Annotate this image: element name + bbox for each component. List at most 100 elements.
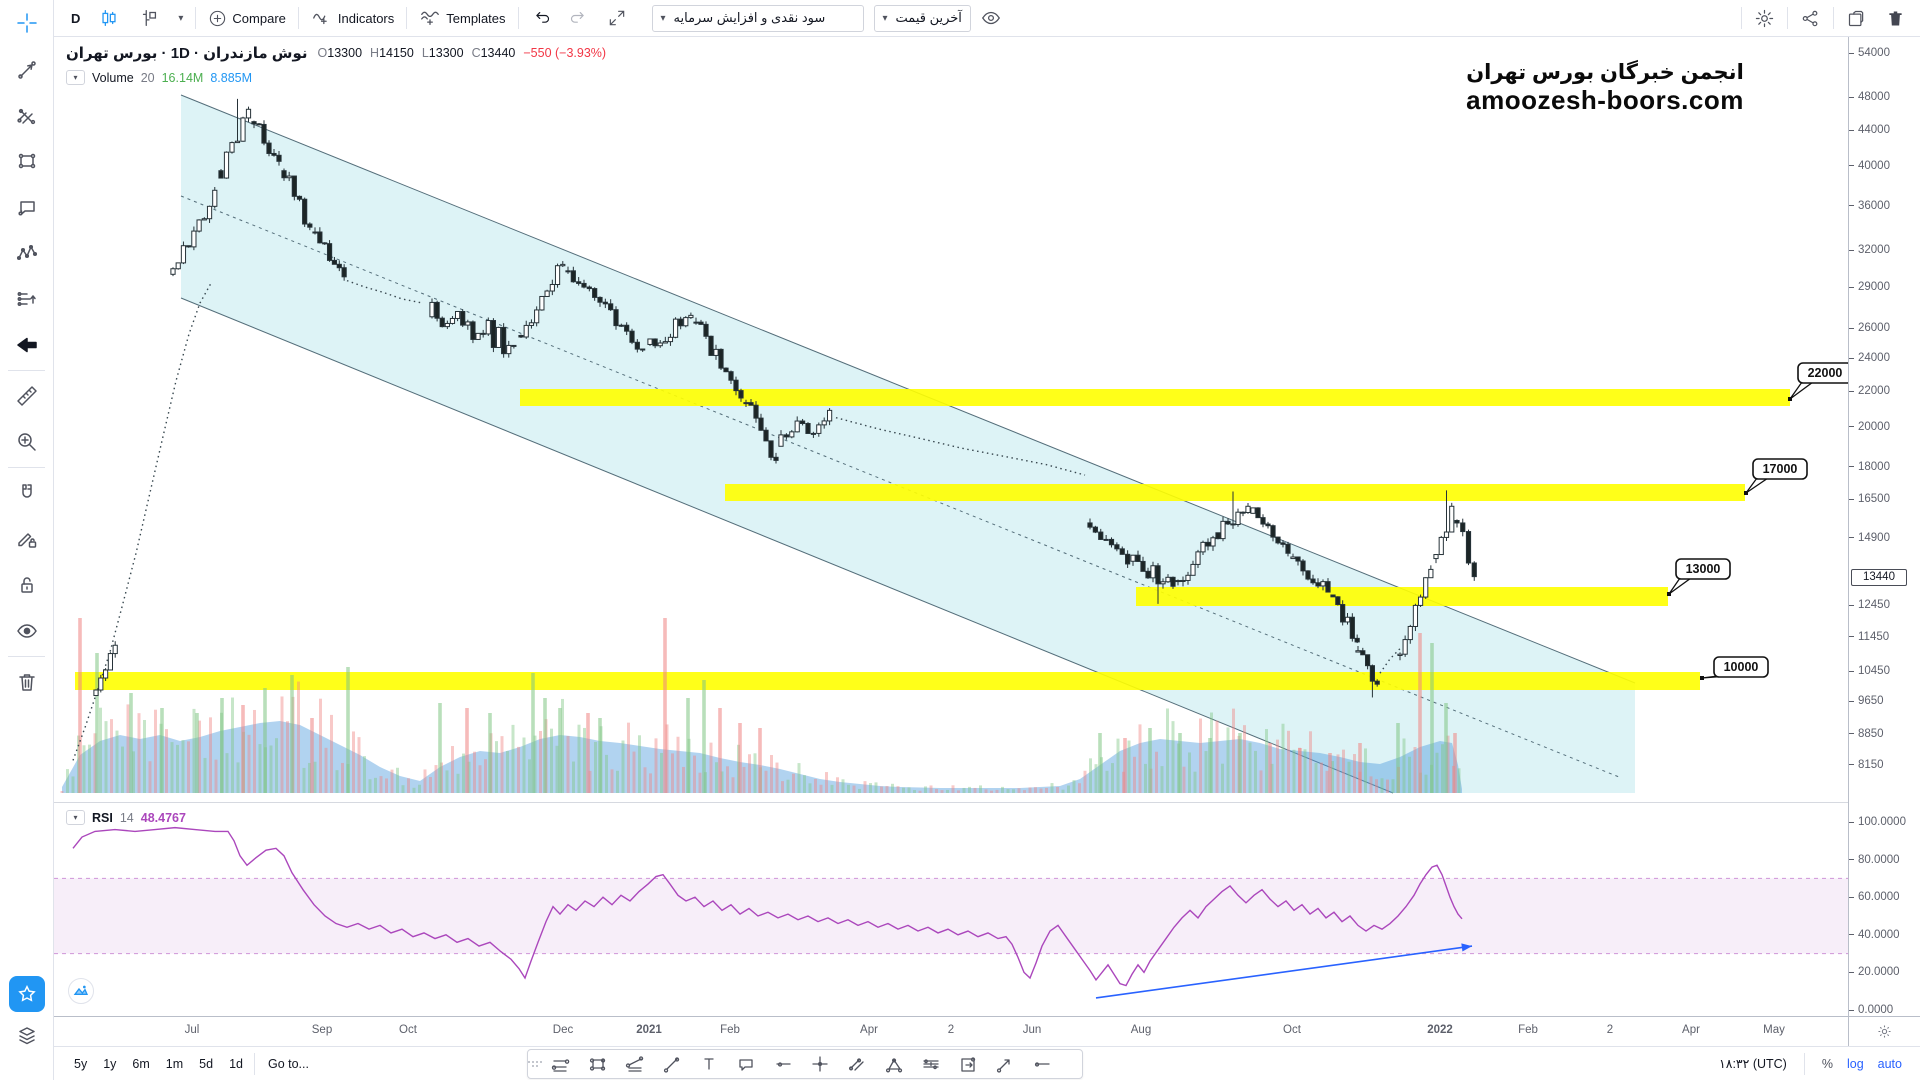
volume-spike	[531, 673, 535, 793]
horizontal-line-tool-button[interactable]	[1023, 1050, 1060, 1078]
delete-button[interactable]	[1876, 4, 1920, 32]
callout-tool-button[interactable]	[727, 1050, 764, 1078]
style-dropdown-chevron[interactable]: ▾	[169, 4, 192, 32]
visibility-eye-button[interactable]	[971, 4, 1011, 32]
disjoint-channel-tool-button[interactable]	[616, 1050, 653, 1078]
time-axis[interactable]: Jul Sep Oct Dec 2021 Feb Apr 2 Jun Aug Oct 2022 Feb 2…	[54, 1016, 1848, 1046]
axis-settings-corner[interactable]	[1848, 1016, 1920, 1046]
interval-button[interactable]: D	[62, 4, 89, 32]
goto-date-button[interactable]: Go to...	[267, 1056, 309, 1071]
volume-spike	[1123, 738, 1127, 793]
low-value: 13300	[428, 46, 464, 60]
trend-arrow-tool-button[interactable]	[0, 46, 54, 92]
percent-scale-button[interactable]: %	[1821, 1056, 1833, 1071]
rsi-tick: 0.0000	[1849, 1003, 1893, 1017]
object-tree-button[interactable]	[0, 1016, 54, 1056]
favorites-star-button[interactable]	[9, 976, 45, 1012]
range-1m-button[interactable]: 1m	[165, 1056, 184, 1071]
volume-spike	[1396, 723, 1400, 793]
auto-scale-button[interactable]: auto	[1877, 1056, 1902, 1071]
candles-style-button[interactable]	[89, 4, 129, 32]
forecast-tool-button[interactable]	[0, 276, 54, 322]
parallel-channel-tool-button[interactable]	[838, 1050, 875, 1078]
lock-all-drawings-button[interactable]	[0, 562, 54, 608]
bar-style-button[interactable]	[129, 4, 169, 32]
triangle-tool-button[interactable]	[875, 1050, 912, 1078]
rsi-legend: ▾ RSI 14 48.4767	[66, 810, 186, 825]
snapshot-button[interactable]	[1837, 4, 1876, 32]
rsi-collapse-button[interactable]: ▾	[66, 810, 85, 825]
hide-all-drawings-button[interactable]	[0, 608, 54, 654]
volume-spike	[686, 698, 690, 793]
toolbar-divider	[8, 370, 45, 371]
price-axis[interactable]: 54000 48000 44000 40000 36000 32000 29000 26000…	[1848, 37, 1920, 1016]
fullscreen-button[interactable]	[598, 4, 636, 32]
time-tick: Feb	[720, 1024, 740, 1036]
clock-utc[interactable]: ۱۸:۳۲ (UTC)	[1719, 1057, 1787, 1071]
price-tick: 26000	[1849, 321, 1890, 335]
provider-logo-icon[interactable]	[68, 978, 94, 1004]
close-value: 13440	[480, 46, 516, 60]
compare-button[interactable]: Compare	[199, 4, 294, 32]
magnet-tool-button[interactable]	[0, 470, 54, 516]
anchored-box-tool-button[interactable]	[949, 1050, 986, 1078]
horizontal-ray-tool-button[interactable]	[764, 1050, 801, 1078]
toolbar-divider	[195, 7, 197, 29]
drag-handle[interactable]	[528, 1061, 542, 1067]
range-5d-button[interactable]: 5d	[199, 1056, 214, 1071]
time-tick: 2021	[636, 1024, 662, 1036]
range-5y-button[interactable]: 5y	[74, 1056, 88, 1071]
symbol-title[interactable]: نوش مازندران · 1D · بورس تهران	[66, 45, 308, 62]
price-pane[interactable]: 22000 17000 13000 10000	[54, 37, 1848, 802]
drawing-mode-lock-button[interactable]	[0, 516, 54, 562]
zoom-in-tool-button[interactable]	[0, 419, 54, 465]
pane-resize-handle[interactable]	[54, 802, 1848, 803]
symbol-legend: نوش مازندران · 1D · بورس تهران O13300 H1…	[66, 44, 606, 62]
arrow-tool-button[interactable]	[986, 1050, 1023, 1078]
measure-tool-button[interactable]	[0, 373, 54, 419]
price-tick: 44000	[1849, 123, 1890, 137]
volume-label: Volume	[92, 70, 134, 85]
indicators-label: Indicators	[337, 10, 395, 26]
rectangle-tool-button[interactable]	[579, 1050, 616, 1078]
crosshair-tool-button[interactable]	[0, 0, 54, 46]
range-1y-button[interactable]: 1y	[103, 1056, 117, 1071]
log-scale-button[interactable]: log	[1846, 1056, 1864, 1071]
trendline-tool-button[interactable]	[653, 1050, 690, 1078]
xabcd-pattern-tool-button[interactable]	[0, 230, 54, 276]
volume-spike	[738, 723, 742, 793]
regression-tool-button[interactable]	[912, 1050, 949, 1078]
adjustments-dropdown[interactable]: ▾ سود نقدی و افزایش سرمایه	[651, 4, 864, 32]
toolbar-right-group	[1738, 4, 1920, 32]
rsi-label: RSI	[92, 810, 113, 825]
pitchfork-tool-button[interactable]	[0, 92, 54, 138]
watermark: انجمن خبرگان بورس تهران amoozesh-boors.c…	[1430, 60, 1780, 116]
range-6m-button[interactable]: 6m	[132, 1056, 150, 1071]
text-tool-button[interactable]	[690, 1050, 727, 1078]
templates-label: Templates	[446, 10, 506, 26]
price-tick: 20000	[1849, 420, 1890, 434]
price-tick: 12450	[1849, 598, 1890, 612]
range-1d-button[interactable]: 1d	[229, 1056, 243, 1071]
applied-arrow-marker[interactable]	[0, 322, 54, 368]
volume-collapse-button[interactable]: ▾	[66, 70, 85, 85]
callout-tool-button[interactable]	[0, 184, 54, 230]
volume-spike	[702, 680, 706, 793]
shapes-tool-button[interactable]	[0, 138, 54, 184]
volume-value: 16.14M	[161, 70, 204, 85]
share-button[interactable]	[1791, 4, 1830, 32]
remove-drawings-button[interactable]	[0, 659, 54, 705]
templates-button[interactable]: Templates	[410, 4, 514, 32]
time-tick: Aug	[1130, 1024, 1152, 1036]
cross-tool-button[interactable]	[801, 1050, 838, 1078]
undo-button[interactable]	[522, 4, 560, 32]
price-tick: 54000	[1849, 46, 1890, 60]
bottom-right-group: ۱۸:۳۲ (UTC) % log auto	[1719, 1052, 1920, 1075]
redo-button[interactable]	[560, 4, 598, 32]
settings-gear-button[interactable]	[1745, 4, 1784, 32]
indicators-button[interactable]: Indicators	[302, 4, 403, 32]
channel-tool-button[interactable]	[542, 1050, 579, 1078]
price-source-dropdown[interactable]: ▾ آخرین قیمت	[873, 4, 971, 32]
high-value: 14150	[379, 46, 414, 60]
rsi-pane[interactable]	[54, 806, 1848, 1016]
